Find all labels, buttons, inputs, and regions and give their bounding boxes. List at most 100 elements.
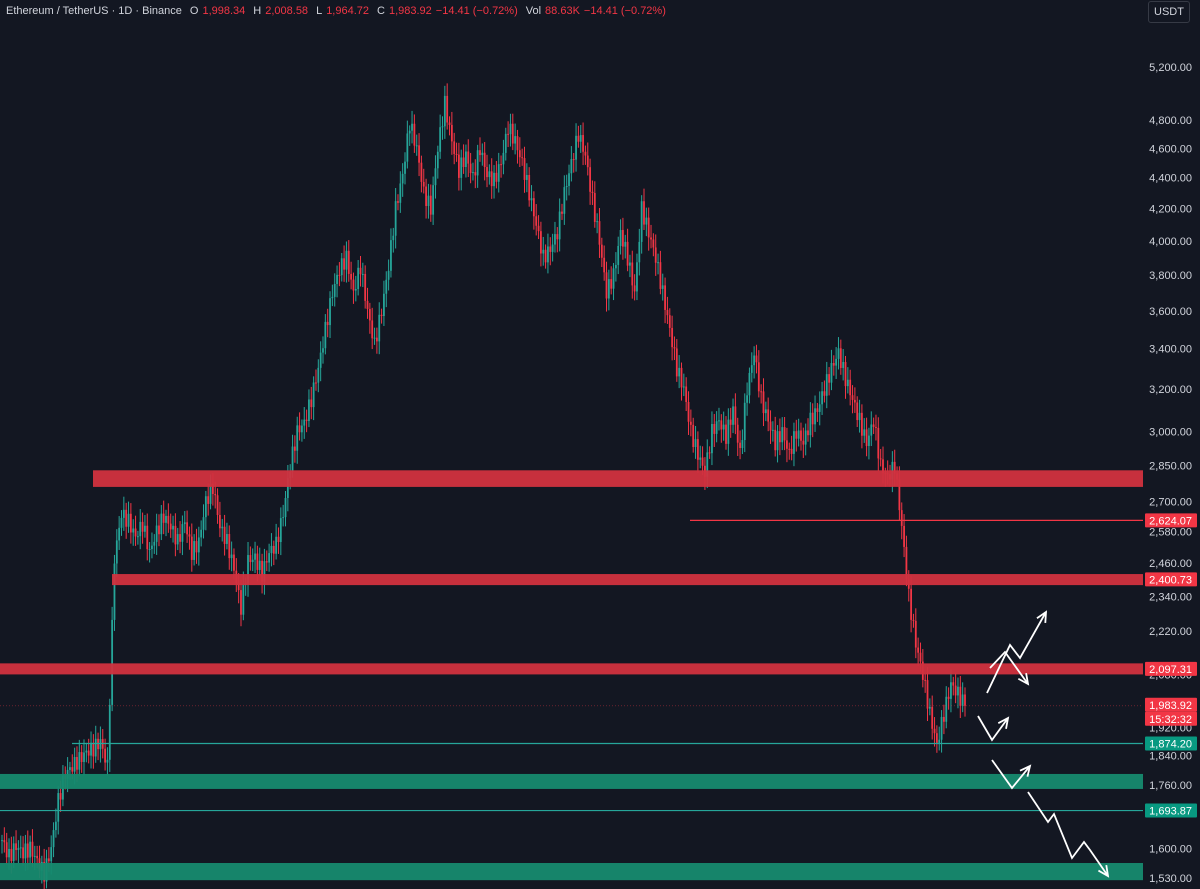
candle-body [521, 157, 524, 159]
candle-body [324, 321, 327, 349]
candle-body [87, 750, 90, 756]
candle-body [636, 262, 638, 292]
open-value: 1,998.34 [202, 5, 246, 17]
annotation-arrow [991, 759, 1031, 790]
candle-body [8, 848, 10, 858]
arrow-head [1019, 764, 1032, 777]
y-tick-label: 3,400.00 [1149, 344, 1192, 356]
candle-body [19, 847, 22, 849]
candle-body [10, 848, 13, 862]
price-axis[interactable]: 5,200.00 4,800.00 4,600.00 4,400.00 4,200.00… [1149, 62, 1192, 885]
candle-body [160, 513, 163, 535]
candle-body [582, 135, 584, 152]
candle-body [33, 855, 36, 857]
candle-body [940, 716, 943, 740]
candle-body [675, 348, 678, 377]
candle-body [762, 391, 765, 414]
candle-body [446, 95, 449, 123]
candle-body [943, 716, 945, 722]
candle-body [638, 241, 641, 263]
symbol-title[interactable]: Ethereum / TetherUS · 1D · Binance [6, 5, 182, 17]
candle-body [59, 793, 62, 800]
candle-body [788, 448, 791, 450]
candle-body [385, 279, 388, 294]
candle-body [797, 430, 800, 439]
candle-body [319, 352, 322, 368]
candle-body [781, 427, 784, 443]
candle-body [448, 122, 451, 125]
candle-body [153, 541, 156, 546]
candle-body [537, 225, 540, 232]
candle-body [872, 424, 875, 427]
candle-body [221, 526, 224, 529]
candle-body [795, 431, 798, 439]
candle-body [507, 133, 510, 135]
candle-body [429, 195, 432, 215]
candle-body [317, 367, 320, 383]
candle-body [727, 419, 730, 444]
candle-body [870, 424, 873, 436]
candle-body [701, 457, 704, 466]
candle-body [78, 752, 81, 770]
candle-body [614, 264, 617, 269]
candle-body [256, 553, 259, 570]
candle-body [957, 686, 959, 696]
candle-body [479, 150, 481, 156]
support-zone [0, 773, 1143, 789]
candle-body [165, 515, 167, 523]
candle-body [305, 419, 308, 422]
candle-body [950, 682, 952, 699]
candle-body [94, 738, 97, 757]
candle-body [830, 362, 833, 383]
candle-body [722, 424, 725, 430]
candle-body [577, 135, 580, 142]
y-tick-label: 2,580.00 [1149, 527, 1192, 539]
candle-body [760, 391, 763, 393]
candle-body [931, 706, 934, 729]
candle-body [439, 127, 442, 152]
support-zone [0, 863, 1143, 881]
candle-body [947, 696, 950, 699]
currency-button[interactable]: USDT [1148, 1, 1190, 23]
price-tag-label: 2,400.73 [1149, 574, 1192, 586]
candle-body [200, 529, 203, 538]
candle-body [427, 195, 430, 207]
candle-body [54, 821, 57, 831]
price-tag-bg [1145, 711, 1197, 726]
price-tag-bg [1145, 513, 1197, 528]
candle-body [474, 172, 477, 176]
candle-body [853, 399, 856, 403]
candle-body [858, 412, 861, 421]
arrow-head [1097, 864, 1110, 878]
price-tag-label: 2,097.31 [1149, 664, 1192, 676]
candle-body [310, 399, 313, 408]
candle-body [542, 249, 545, 254]
candle-body [523, 158, 526, 180]
candle-body [460, 157, 463, 178]
candle-body [570, 159, 573, 174]
candle-body [612, 268, 615, 289]
high-label: H [253, 5, 262, 17]
candle-body [202, 517, 205, 530]
candle-body [286, 478, 289, 498]
y-tick-label: 1,760.00 [1149, 780, 1192, 792]
candle-body [432, 185, 435, 215]
candle-body [739, 442, 741, 449]
high-value: 2,008.58 [265, 5, 309, 17]
candle-body [333, 283, 336, 297]
resistance-zone [112, 574, 1143, 586]
candle-body [254, 553, 256, 560]
candle-body [291, 446, 294, 472]
candle-body [626, 241, 629, 266]
candle-body [122, 509, 125, 518]
candle-body [554, 234, 556, 245]
candle-body [708, 452, 711, 454]
y-tick-label: 4,800.00 [1149, 115, 1192, 127]
candle-body [132, 528, 135, 533]
candle-body [258, 560, 261, 570]
candle-body [666, 309, 669, 316]
candle-body [800, 430, 802, 441]
candle-body [357, 267, 360, 289]
